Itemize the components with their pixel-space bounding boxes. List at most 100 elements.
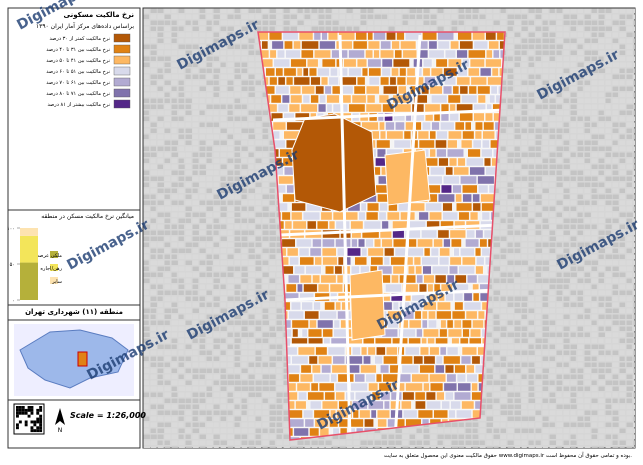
bg-block: [584, 374, 590, 379]
bg-block: [514, 8, 520, 13]
bg-block: [591, 332, 598, 337]
bg-block: [563, 194, 570, 199]
bg-block: [507, 248, 514, 253]
bg-block: [500, 278, 507, 283]
bg-block: [374, 434, 381, 439]
bg-block: [500, 146, 506, 151]
bg-block: [598, 386, 605, 391]
bg-block: [584, 428, 591, 433]
bg-block: [255, 272, 263, 277]
bg-block: [255, 266, 262, 271]
bg-block: [507, 392, 514, 397]
bg-block: [269, 446, 276, 448]
bg-block: [227, 32, 233, 37]
bg-block: [269, 20, 277, 25]
bg-block: [584, 140, 591, 145]
bg-block: [276, 260, 283, 265]
bg-block: [598, 320, 604, 325]
bg-block: [192, 14, 199, 19]
bg-block: [528, 422, 534, 427]
bg-block: [570, 368, 576, 373]
bg-block: [556, 356, 563, 361]
bg-block: [500, 158, 507, 163]
bg-block: [206, 308, 212, 313]
bg-block: [549, 134, 556, 139]
bg-block: [255, 398, 262, 403]
bg-block: [248, 50, 255, 55]
bg-block: [262, 284, 269, 289]
bg-block: [542, 116, 548, 121]
bg-block: [171, 284, 178, 289]
bg-block: [262, 314, 269, 319]
bg-block: [255, 278, 262, 283]
bg-block: [521, 164, 528, 169]
bg-block: [220, 242, 228, 247]
bg-block: [542, 296, 548, 301]
bg-block: [374, 440, 381, 445]
bg-block: [584, 38, 591, 43]
bg-block: [213, 272, 220, 277]
bg-block: [213, 182, 219, 187]
bg-block: [220, 314, 227, 319]
bg-block: [535, 74, 541, 79]
bg-block: [192, 44, 199, 49]
bg-block: [493, 236, 500, 241]
bg-block: [248, 320, 255, 325]
bg-block: [493, 200, 500, 205]
bg-block: [535, 146, 541, 151]
bg-block: [192, 338, 198, 343]
bg-block: [535, 104, 542, 109]
bg-block: [409, 440, 416, 445]
bg-block: [192, 200, 199, 205]
bg-block: [150, 140, 156, 145]
bg-block: [542, 200, 549, 205]
bg-block: [171, 302, 178, 307]
bg-block: [612, 152, 619, 157]
bg-block: [570, 260, 576, 265]
bg-block: [311, 20, 318, 25]
bg-block: [269, 266, 277, 271]
bg-block: [437, 428, 444, 433]
bg-block: [542, 20, 548, 25]
bg-block: [157, 428, 165, 433]
bg-block: [178, 440, 185, 445]
bg-block: [542, 44, 549, 49]
bg-block: [521, 380, 528, 385]
bg-block: [605, 68, 611, 73]
bg-block: [192, 368, 199, 373]
bg-block: [241, 170, 247, 175]
bg-block: [220, 362, 227, 367]
bg-block: [570, 230, 577, 235]
bg-block: [157, 38, 164, 43]
bg-block: [556, 326, 562, 331]
bg-block: [591, 68, 598, 73]
bg-block: [185, 176, 192, 181]
bg-block: [178, 44, 185, 49]
bg-block: [507, 224, 513, 229]
bg-block: [521, 368, 528, 373]
bg-block: [535, 386, 542, 391]
bg-block: [241, 68, 248, 73]
bg-block: [199, 20, 206, 25]
bg-block: [171, 44, 178, 49]
bg-block: [227, 260, 234, 265]
bg-block: [262, 200, 269, 205]
bg-block: [150, 200, 156, 205]
bg-block: [584, 8, 591, 13]
bg-block: [605, 200, 612, 205]
bg-block: [164, 80, 171, 85]
bg-block: [150, 332, 157, 337]
bg-block: [248, 110, 255, 115]
bg-block: [255, 326, 262, 331]
bg-block: [563, 422, 570, 427]
bg-block: [577, 380, 584, 385]
bg-block: [255, 176, 261, 181]
bg-block: [479, 398, 486, 403]
bg-block: [528, 140, 535, 145]
bg-block: [486, 314, 492, 319]
bg-block: [514, 188, 521, 193]
bg-block: [374, 14, 381, 19]
bg-block: [395, 434, 402, 439]
bg-block: [605, 254, 613, 259]
bg-block: [171, 74, 179, 79]
